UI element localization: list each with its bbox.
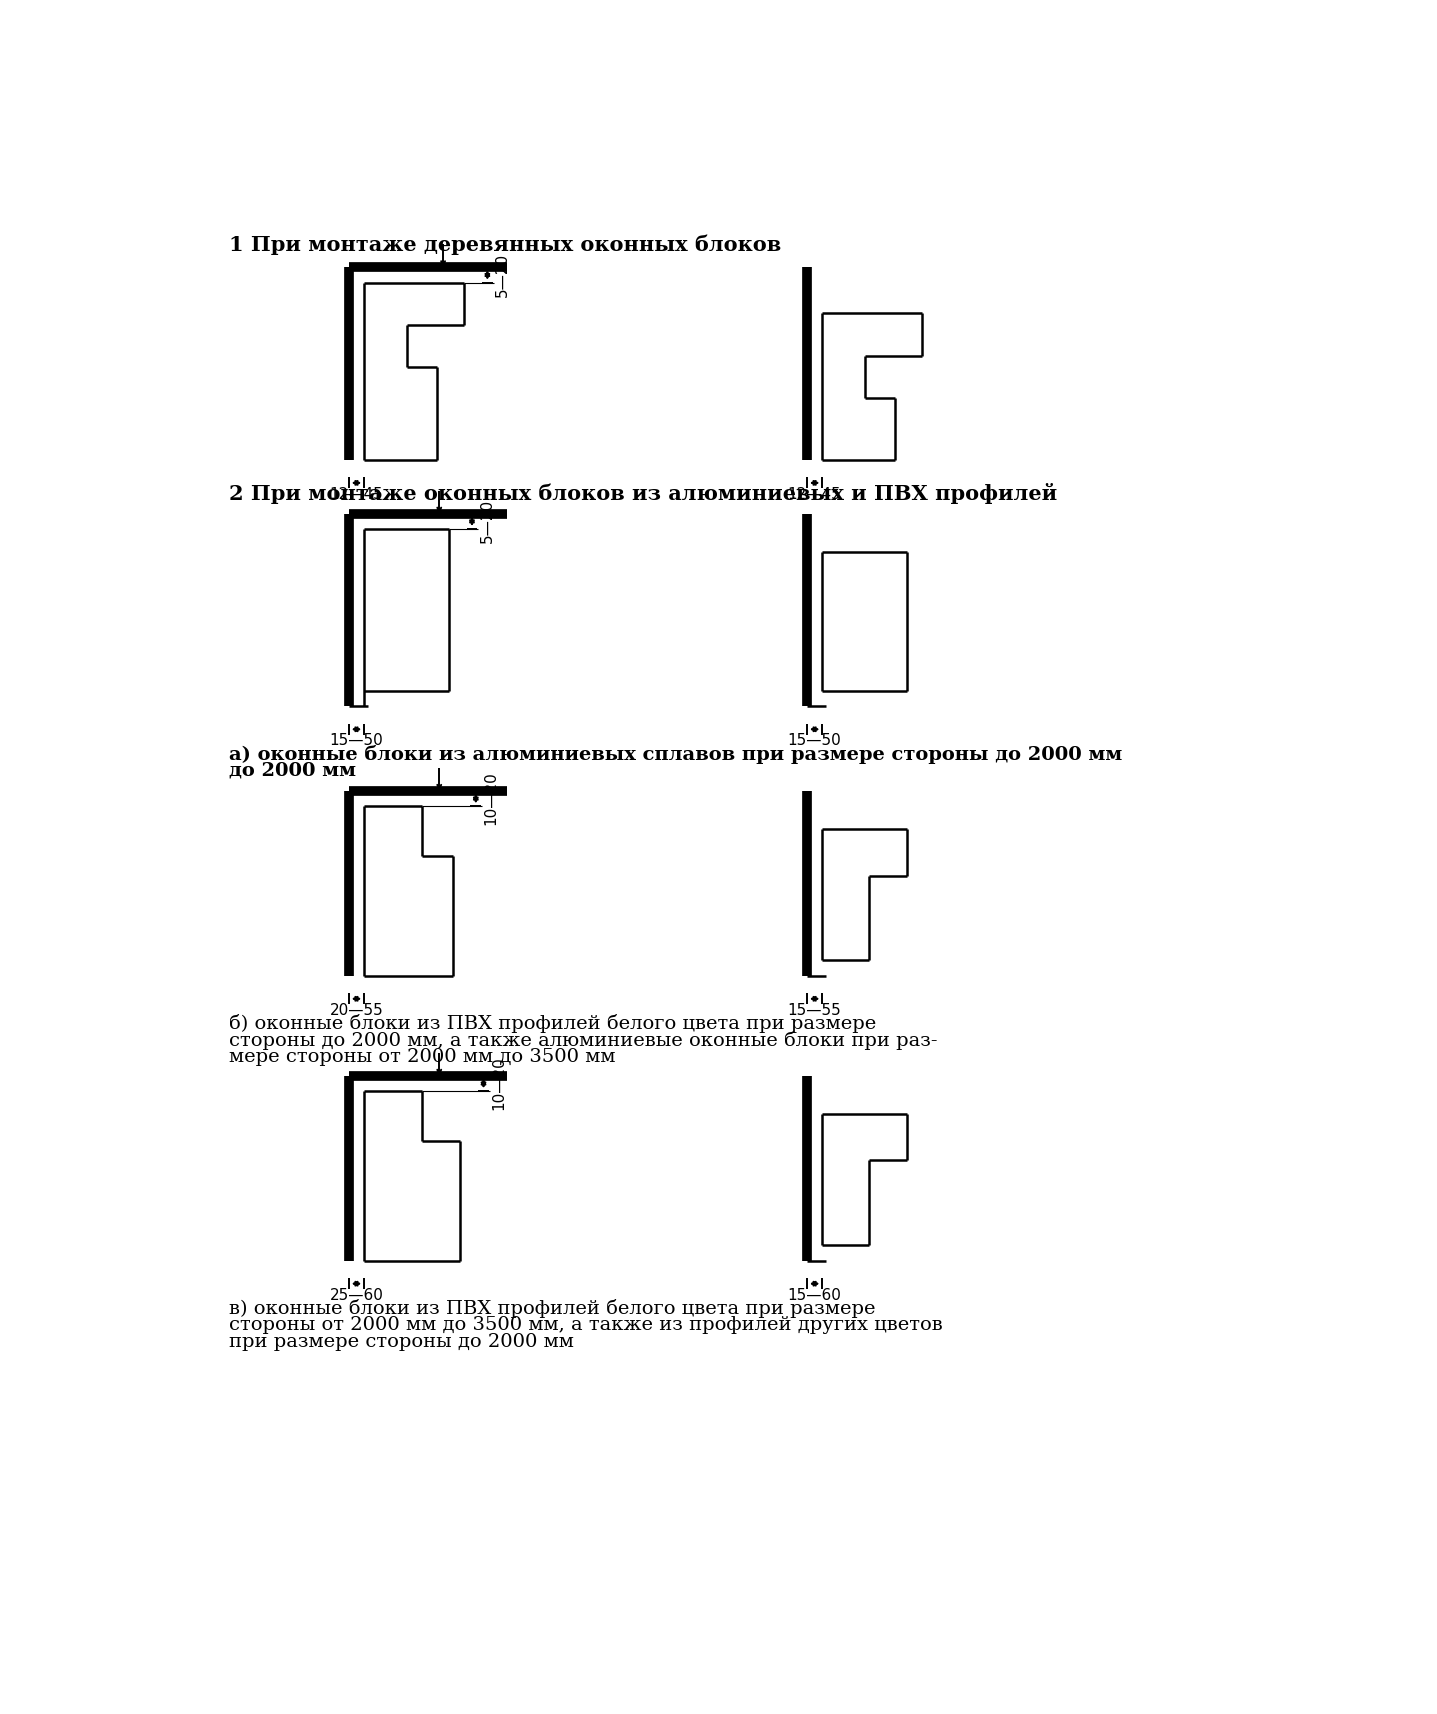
Text: 12—45: 12—45 [787,487,842,502]
Text: 20—55: 20—55 [329,1003,384,1018]
Text: 10—20: 10—20 [483,771,499,826]
Text: 15—50: 15—50 [329,734,384,747]
Text: 2 При монтаже оконных блоков из алюминиевых и ПВХ профилей: 2 При монтаже оконных блоков из алюминие… [230,483,1058,504]
Text: 15—50: 15—50 [787,734,842,747]
Text: 5—20: 5—20 [496,254,510,297]
Text: а) оконные блоки из алюминиевых сплавов при размере стороны до 2000 мм: а) оконные блоки из алюминиевых сплавов … [230,744,1122,764]
Text: до 2000 мм: до 2000 мм [230,761,356,780]
Text: 1 При монтаже деревянных оконных блоков: 1 При монтаже деревянных оконных блоков [230,235,782,255]
Text: 25—60: 25—60 [329,1287,384,1303]
Text: 5—20: 5—20 [480,499,494,543]
Text: 15—55: 15—55 [787,1003,842,1018]
Text: 15—60: 15—60 [787,1287,842,1303]
Text: при размере стороны до 2000 мм: при размере стороны до 2000 мм [230,1333,575,1351]
Text: 12—45: 12—45 [329,487,384,502]
Text: б) оконные блоки из ПВХ профилей белого цвета при размере: б) оконные блоки из ПВХ профилей белого … [230,1015,877,1034]
Text: мере стороны от 2000 мм до 3500 мм: мере стороны от 2000 мм до 3500 мм [230,1047,616,1066]
Text: стороны от 2000 мм до 3500 мм, а также из профилей других цветов: стороны от 2000 мм до 3500 мм, а также и… [230,1316,943,1333]
Text: в) оконные блоки из ПВХ профилей белого цвета при размере: в) оконные блоки из ПВХ профилей белого … [230,1299,877,1318]
Text: 10—20: 10—20 [491,1056,506,1111]
Text: стороны до 2000 мм, а также алюминиевые оконные блоки при раз-: стороны до 2000 мм, а также алюминиевые … [230,1032,938,1051]
